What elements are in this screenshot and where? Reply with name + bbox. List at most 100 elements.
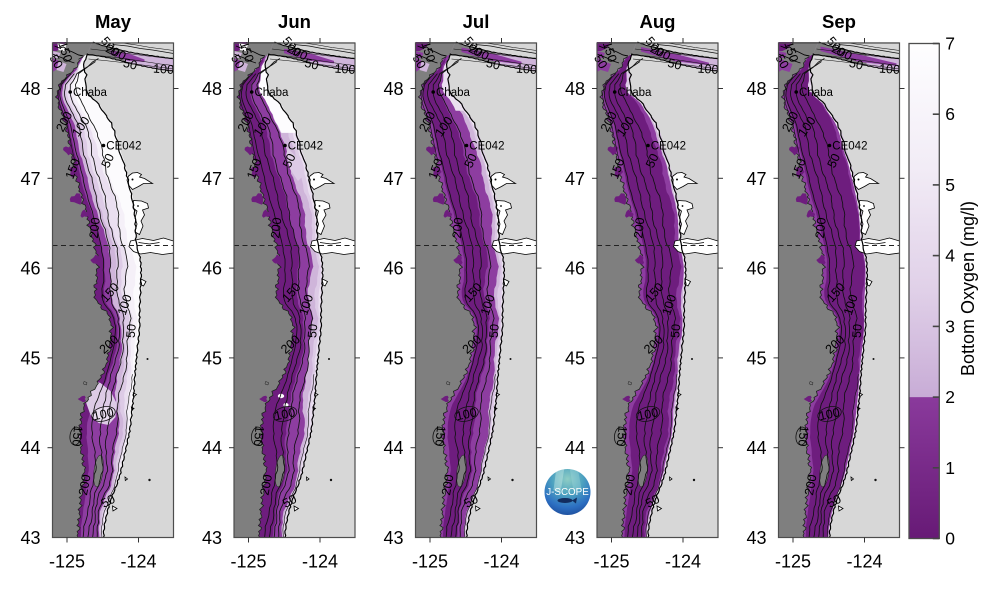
svg-text:43: 43 — [746, 528, 766, 548]
svg-text:5: 5 — [945, 175, 955, 195]
svg-text:200: 200 — [258, 473, 275, 496]
svg-text:-124: -124 — [302, 552, 338, 572]
svg-text:200: 200 — [621, 473, 638, 496]
svg-text:50: 50 — [850, 323, 865, 338]
svg-text:150: 150 — [69, 425, 85, 447]
svg-text:100: 100 — [273, 405, 296, 423]
svg-text:6: 6 — [945, 104, 955, 124]
svg-text:-124: -124 — [120, 552, 156, 572]
svg-text:48: 48 — [20, 79, 40, 99]
svg-text:100: 100 — [697, 62, 719, 77]
svg-text:150: 150 — [244, 157, 264, 181]
svg-text:150: 150 — [55, 40, 75, 64]
svg-text:100: 100 — [334, 62, 356, 77]
svg-text:150: 150 — [795, 425, 811, 447]
svg-text:43: 43 — [20, 528, 40, 548]
svg-text:150: 150 — [789, 157, 809, 181]
svg-text:CE042: CE042 — [832, 141, 867, 153]
svg-text:200: 200 — [268, 217, 284, 239]
svg-text:Jun: Jun — [278, 11, 311, 32]
svg-text:150: 150 — [251, 425, 267, 447]
svg-text:47: 47 — [565, 169, 585, 189]
svg-text:48: 48 — [383, 79, 403, 99]
svg-text:44: 44 — [746, 438, 766, 458]
svg-text:44: 44 — [383, 438, 403, 458]
svg-text:Chaba: Chaba — [255, 87, 289, 99]
svg-text:44: 44 — [202, 438, 222, 458]
svg-text:50: 50 — [99, 151, 118, 170]
svg-text:47: 47 — [202, 169, 222, 189]
svg-text:100: 100 — [115, 293, 135, 317]
svg-text:50: 50 — [487, 323, 502, 338]
svg-text:100: 100 — [659, 293, 679, 317]
svg-text:150: 150 — [63, 157, 83, 181]
svg-text:100: 100 — [478, 293, 498, 317]
svg-text:50: 50 — [122, 56, 139, 73]
svg-text:CE042: CE042 — [469, 141, 504, 153]
svg-text:45: 45 — [383, 348, 403, 368]
svg-text:50: 50 — [591, 52, 610, 71]
svg-text:48: 48 — [746, 79, 766, 99]
svg-text:100: 100 — [841, 293, 861, 317]
svg-text:Chaba: Chaba — [799, 87, 833, 99]
svg-text:46: 46 — [383, 259, 403, 279]
svg-text:50: 50 — [305, 323, 320, 338]
svg-text:200: 200 — [439, 473, 456, 496]
svg-text:46: 46 — [20, 259, 40, 279]
svg-text:50: 50 — [462, 151, 481, 170]
svg-text:-125: -125 — [49, 552, 85, 572]
svg-text:200: 200 — [87, 217, 103, 239]
svg-text:Sep: Sep — [822, 11, 856, 32]
svg-text:0: 0 — [945, 529, 955, 549]
svg-text:J-SCOPE: J-SCOPE — [546, 487, 589, 498]
svg-text:2: 2 — [945, 387, 955, 407]
svg-text:100: 100 — [92, 405, 115, 423]
svg-text:-125: -125 — [593, 552, 629, 572]
svg-text:50: 50 — [280, 492, 299, 511]
svg-text:100: 100 — [455, 405, 478, 423]
svg-text:43: 43 — [383, 528, 403, 548]
svg-text:150: 150 — [607, 157, 627, 181]
svg-text:50: 50 — [825, 151, 844, 170]
svg-text:44: 44 — [20, 438, 40, 458]
svg-text:200: 200 — [450, 217, 466, 239]
svg-text:100: 100 — [879, 62, 901, 77]
svg-text:150: 150 — [781, 40, 801, 64]
svg-text:150: 150 — [418, 40, 438, 64]
svg-text:100: 100 — [818, 405, 841, 423]
svg-text:46: 46 — [565, 259, 585, 279]
svg-text:100: 100 — [516, 62, 538, 77]
svg-text:48: 48 — [202, 79, 222, 99]
svg-text:50: 50 — [228, 52, 247, 71]
svg-text:50: 50 — [773, 52, 792, 71]
svg-text:-124: -124 — [665, 552, 701, 572]
svg-text:200: 200 — [813, 217, 829, 239]
svg-text:150: 150 — [432, 425, 448, 447]
svg-text:100: 100 — [636, 405, 659, 423]
svg-text:100: 100 — [296, 293, 316, 317]
svg-text:CE042: CE042 — [106, 141, 141, 153]
svg-text:-125: -125 — [412, 552, 448, 572]
svg-text:50: 50 — [303, 56, 320, 73]
svg-text:-124: -124 — [483, 552, 519, 572]
svg-text:44: 44 — [565, 438, 585, 458]
svg-text:-125: -125 — [775, 552, 811, 572]
svg-text:May: May — [95, 11, 132, 32]
svg-text:50: 50 — [825, 492, 844, 511]
svg-text:CE042: CE042 — [288, 141, 323, 153]
svg-text:46: 46 — [746, 259, 766, 279]
svg-text:50: 50 — [668, 323, 683, 338]
svg-text:Bottom Oxygen (mg/l): Bottom Oxygen (mg/l) — [958, 201, 978, 376]
svg-text:50: 50 — [124, 323, 139, 338]
svg-text:50: 50 — [848, 56, 865, 73]
svg-text:45: 45 — [202, 348, 222, 368]
svg-text:4: 4 — [945, 246, 955, 266]
svg-text:Jul: Jul — [463, 11, 490, 32]
svg-text:50: 50 — [410, 52, 429, 71]
svg-text:150: 150 — [237, 40, 257, 64]
svg-text:50: 50 — [99, 492, 118, 511]
svg-text:50: 50 — [280, 151, 299, 170]
svg-text:45: 45 — [565, 348, 585, 368]
svg-text:50: 50 — [666, 56, 683, 73]
svg-text:200: 200 — [802, 473, 819, 496]
